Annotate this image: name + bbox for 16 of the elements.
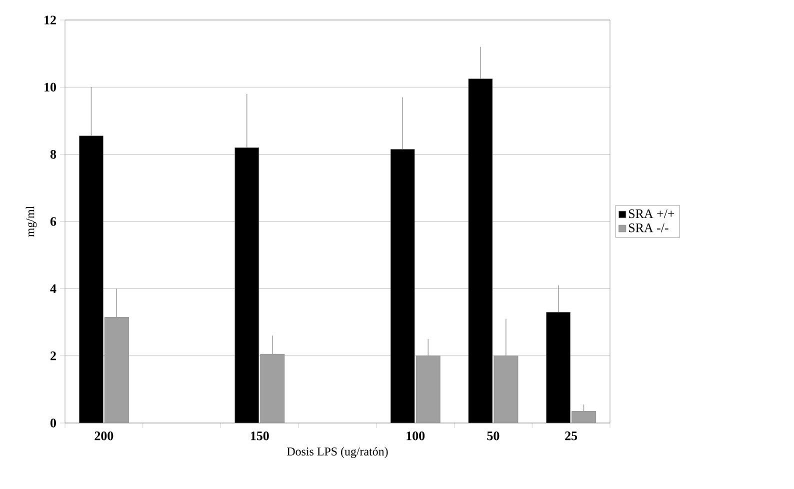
y-tick-label: 2 [50,352,56,360]
y-tick-label: 6 [50,217,56,226]
y-tick-label: 10 [44,82,56,92]
y-tick-label: 8 [50,150,56,159]
y-tick-label: 4 [50,284,56,293]
x-tick-label: 150 [250,432,269,440]
y-axis-title: mg/ml [26,206,37,237]
y-tick-label: 12 [44,16,56,24]
x-tick-label: 100 [406,432,425,440]
y-tick-label: 0 [50,418,56,428]
x-tick-label: 200 [94,432,114,440]
x-axis-title: Dosis LPS (ug/ratón) [287,447,388,458]
legend-label: SRA -/- [628,223,668,232]
x-tick-label: 50 [487,432,500,440]
x-tick-label: 25 [565,432,578,440]
legend-label: SRA +/+ [628,209,674,218]
